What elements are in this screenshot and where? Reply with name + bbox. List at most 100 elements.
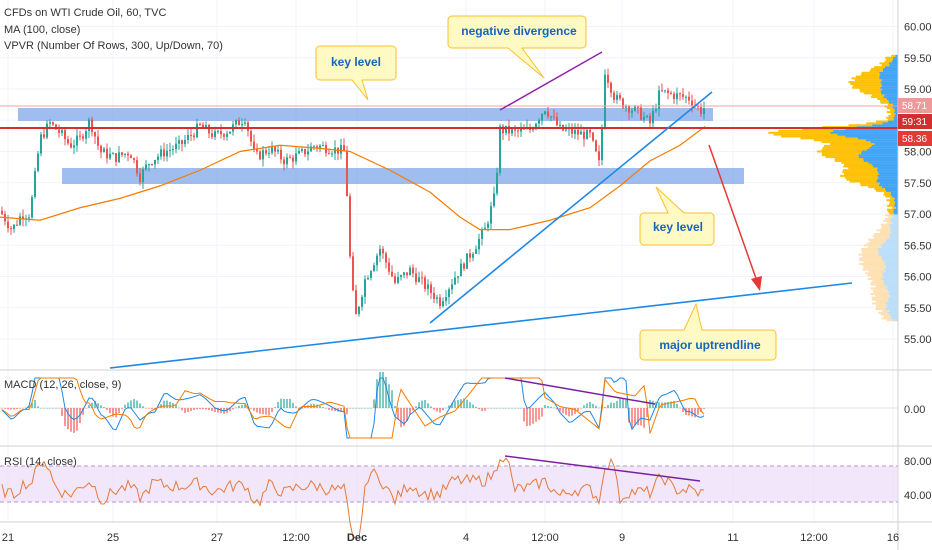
time-tick-label: 25 xyxy=(107,532,119,544)
macd-histogram-bar xyxy=(238,405,240,408)
price-tick-label: 55.00 xyxy=(904,334,932,346)
candle-up xyxy=(559,125,561,127)
macd-histogram-bar xyxy=(256,408,258,413)
volume-profile-bar-down xyxy=(860,73,881,76)
volume-profile-bar-down xyxy=(879,99,889,102)
candle-down xyxy=(58,129,60,133)
volume-profile-bar-down xyxy=(871,298,888,301)
macd-histogram-bar xyxy=(304,406,306,408)
candle-up xyxy=(49,122,51,124)
candle-up xyxy=(418,277,420,282)
volume-profile-bar-up xyxy=(893,212,898,215)
candle-down xyxy=(622,98,624,108)
volume-profile-bar-down xyxy=(889,212,894,215)
candle-down xyxy=(391,271,393,277)
candle-up xyxy=(295,153,297,162)
volume-profile-bar-down xyxy=(825,156,859,159)
candle-down xyxy=(304,149,306,155)
candle-up xyxy=(271,146,273,153)
volume-profile-bar-down xyxy=(870,287,887,290)
volume-profile-bar-up xyxy=(883,268,898,271)
macd-histogram-bar xyxy=(646,408,648,418)
macd-histogram-bar xyxy=(673,400,675,408)
macd-histogram-bar xyxy=(13,408,15,410)
volume-profile-bar-down xyxy=(886,199,894,202)
macd-histogram-bar xyxy=(355,408,357,409)
volume-profile-bar-down xyxy=(816,150,862,153)
candle-up xyxy=(229,131,231,134)
macd-histogram-bar xyxy=(610,402,612,408)
macd-histogram-bar xyxy=(403,408,405,426)
candle-up xyxy=(88,119,90,131)
macd-histogram-bar xyxy=(319,405,321,408)
volume-profile-bar-up xyxy=(893,116,898,119)
volume-profile-bar-up xyxy=(883,242,898,245)
ma-legend: MA (100, close) xyxy=(4,24,80,36)
key-level-zone-upper xyxy=(18,108,713,121)
volume-profile-bar-up xyxy=(871,163,898,166)
volume-profile-bar-up xyxy=(888,291,898,294)
macd-histogram-bar xyxy=(280,398,282,408)
volume-profile-bar-down xyxy=(849,180,877,183)
time-tick-label: 12:00 xyxy=(531,532,559,544)
macd-histogram-bar xyxy=(274,407,276,408)
candle-up xyxy=(154,159,156,165)
candle-up xyxy=(685,96,687,98)
candle-up xyxy=(484,227,486,230)
volume-profile-bar-up xyxy=(885,264,898,267)
macd-histogram-bar xyxy=(142,406,144,408)
candle-up xyxy=(31,197,33,218)
volume-profile-bar-up xyxy=(894,197,898,200)
candle-up xyxy=(286,157,288,165)
price-badge-bottom xyxy=(898,131,932,146)
candle-up xyxy=(178,140,180,144)
volume-profile-bar-up xyxy=(861,152,898,155)
volume-profile-bar-down xyxy=(861,248,878,250)
macd-histogram-bar xyxy=(529,408,531,426)
candle-down xyxy=(346,150,348,197)
volume-profile-bar-down xyxy=(886,208,894,211)
volume-profile-bar-up xyxy=(891,60,898,63)
candle-down xyxy=(202,124,204,129)
volume-profile-bar-up xyxy=(884,66,898,69)
candle-up xyxy=(34,171,36,198)
callout-key-level-top: key level xyxy=(315,45,397,101)
volume-profile-bar-up xyxy=(894,114,898,117)
candle-up xyxy=(40,134,42,154)
macd-histogram-bar xyxy=(442,408,444,411)
price-tick-label: 59.00 xyxy=(904,84,932,96)
price-badge-mid-text: 59:31 xyxy=(902,117,927,128)
macd-histogram-bar xyxy=(586,403,588,408)
volume-profile-bar-down xyxy=(887,210,894,213)
volume-profile-bar-down xyxy=(852,84,882,87)
candle-down xyxy=(199,123,201,125)
macd-histogram-bar xyxy=(55,408,57,409)
volume-profile-bar-up xyxy=(866,139,898,142)
macd-histogram-bar xyxy=(421,400,423,408)
divergence-line-price xyxy=(499,51,603,111)
candle-down xyxy=(610,82,612,93)
candle-up xyxy=(550,116,552,118)
volume-profile-bar-down xyxy=(875,189,886,192)
candle-down xyxy=(163,149,165,157)
volume-profile-bar-down xyxy=(872,279,884,282)
macd-histogram-bar xyxy=(406,408,408,422)
candle-up xyxy=(103,148,105,153)
candle-up xyxy=(226,133,228,137)
macd-histogram-bar xyxy=(553,407,555,409)
volume-profile-bar-up xyxy=(881,83,898,85)
rsi-tick-80: 80.00 xyxy=(904,456,932,468)
candle-up xyxy=(235,120,237,125)
macd-histogram-bar xyxy=(25,407,27,409)
macd-histogram-bar xyxy=(595,405,597,408)
candle-up xyxy=(61,130,63,133)
volume-profile-bar-down xyxy=(874,236,890,239)
macd-histogram-bar xyxy=(58,408,60,409)
volume-profile-bar-up xyxy=(882,272,898,275)
volume-profile-bar-down xyxy=(875,308,886,310)
volume-profile-bar-down xyxy=(886,116,894,119)
macd-histogram-bar xyxy=(100,405,102,408)
volume-profile-bar-down xyxy=(870,281,884,284)
candle-up xyxy=(481,229,483,239)
